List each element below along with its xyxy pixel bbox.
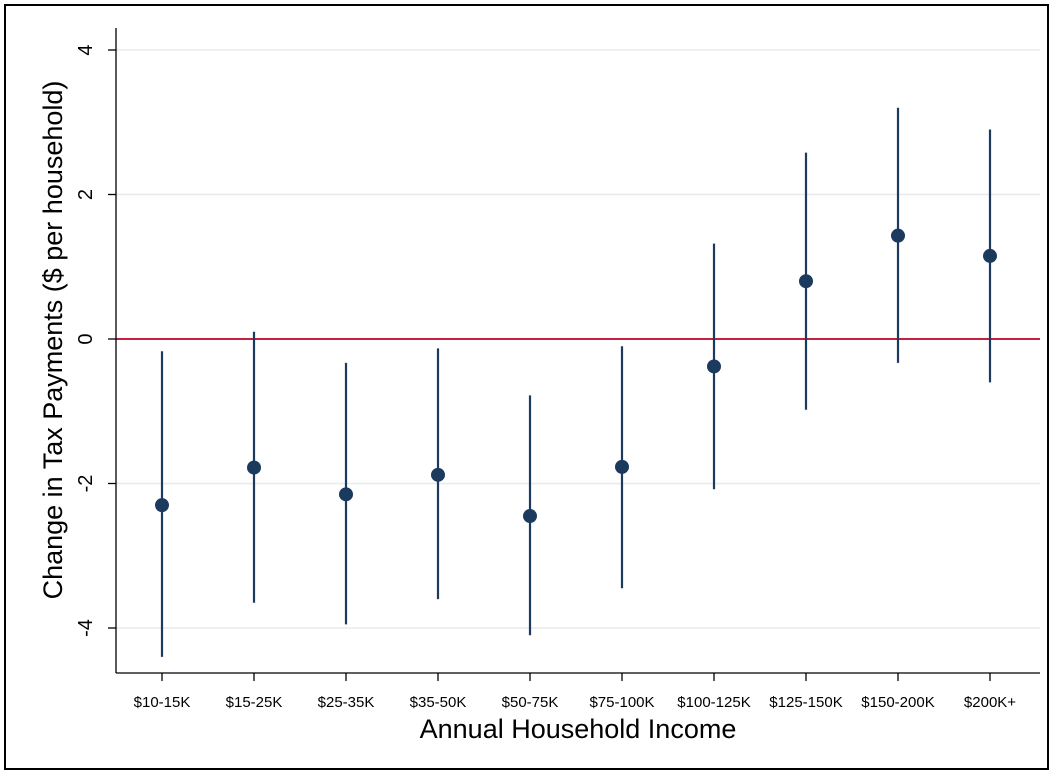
x-tick-label: $35-50K — [410, 694, 467, 711]
x-tick-label: $100-125K — [677, 694, 750, 711]
tick-labels: -4 -2 0 2 4 $10-15K $15-25K $25-35K $35-50K $50-7… — [75, 44, 1016, 711]
x-tick-label: $50-75K — [502, 694, 559, 711]
data-point — [615, 459, 629, 474]
x-tick-label: $10-15K — [134, 694, 191, 711]
data-point — [891, 228, 905, 243]
data-point — [339, 487, 353, 502]
data-point — [983, 248, 997, 263]
confidence-intervals — [160, 107, 992, 657]
y-axis-title: Change in Tax Payments ($ per household) — [38, 81, 68, 600]
axes — [108, 28, 1040, 681]
data-point — [523, 509, 537, 524]
data-point — [799, 274, 813, 289]
data-point — [155, 498, 169, 513]
x-tick-label: $200K+ — [964, 694, 1016, 711]
data-point — [247, 460, 261, 475]
x-tick-label: $75-100K — [589, 694, 654, 711]
grid-lines — [116, 49, 1040, 629]
y-tick-label: 4 — [75, 44, 97, 55]
x-tick-label: $25-35K — [318, 694, 375, 711]
x-tick-label: $125-150K — [769, 694, 842, 711]
y-tick-label: 2 — [75, 189, 97, 200]
x-axis-title: Annual Household Income — [420, 714, 737, 744]
chart-frame — [4, 4, 1049, 770]
x-tick-label: $15-25K — [226, 694, 283, 711]
data-point — [707, 359, 721, 374]
y-tick-label: -4 — [75, 619, 97, 637]
data-point — [431, 467, 445, 482]
y-tick-label: -2 — [75, 475, 97, 493]
data-points — [155, 228, 997, 524]
y-tick-label: 0 — [75, 333, 97, 344]
x-tick-label: $150-200K — [861, 694, 934, 711]
